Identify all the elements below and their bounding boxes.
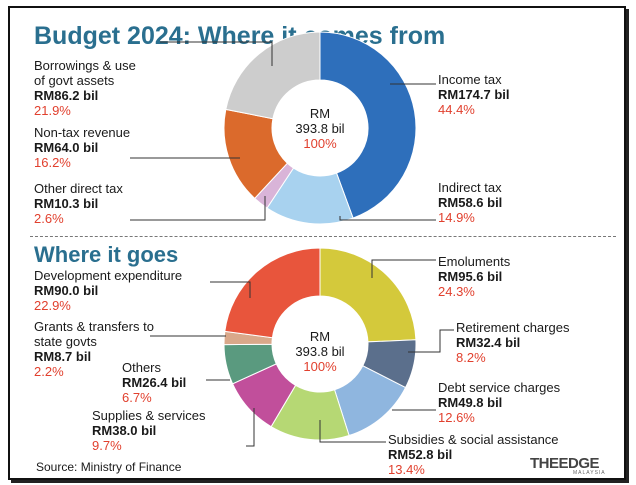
leader-line-development-expenditure <box>210 281 251 298</box>
label-debt-service-charges: Debt service charges RM49.8 bil 12.6% <box>438 380 561 425</box>
slice-borrowings <box>225 31 321 120</box>
label-retirement-charges: Retirement charges RM32.4 bil 8.2% <box>456 320 570 365</box>
source-note: Source: Ministry of Finance <box>36 460 182 474</box>
label-other-direct-tax: Other direct tax RM10.3 bil 2.6% <box>34 181 123 226</box>
slice-development-expenditure <box>224 247 321 339</box>
leader-line-emoluments <box>371 259 436 278</box>
slice-income-tax <box>319 31 417 219</box>
donut-charts-svg <box>130 31 454 447</box>
label-borrowings: Borrowings & use of govt assets RM86.2 b… <box>34 58 136 118</box>
infographic-frame: Budget 2024: Where it comes from Where i… <box>8 6 626 480</box>
label-subsidies: Subsidies & social assistance RM52.8 bil… <box>388 432 559 477</box>
chart-title-expenditure: Where it goes <box>34 242 179 267</box>
center-total-expenditure: RM 393.8 bil 100% <box>295 329 345 374</box>
center-total-income: RM 393.8 bil 100% <box>295 106 345 151</box>
label-development-expenditure: Development expenditure RM90.0 bil 22.9% <box>34 268 183 313</box>
the-edge-logo: THEEDGE <box>530 455 600 472</box>
leader-line-borrowings <box>160 41 273 66</box>
label-income-tax: Income tax RM174.7 bil 44.4% <box>438 72 510 117</box>
label-supplies-services: Supplies & services RM38.0 bil 9.7% <box>92 408 206 453</box>
label-others: Others RM26.4 bil 6.7% <box>122 360 187 405</box>
logo-subtext: MALAYSIA <box>573 470 606 476</box>
chart-title-income: Budget 2024: Where it comes from <box>34 22 446 50</box>
leader-line-retirement-charges <box>408 329 454 353</box>
leader-line-indirect-tax <box>339 216 436 221</box>
section-divider <box>30 236 616 237</box>
slice-emoluments <box>319 247 417 343</box>
label-non-tax-revenue: Non-tax revenue RM64.0 bil 16.2% <box>34 125 131 170</box>
leader-line-supplies-services <box>246 408 255 447</box>
label-indirect-tax: Indirect tax RM58.6 bil 14.9% <box>438 180 503 225</box>
label-grants-transfers: Grants & transfers to state govts RM8.7 … <box>34 319 154 379</box>
leader-line-subsidies <box>319 420 386 443</box>
leader-line-other-direct-tax <box>130 196 266 221</box>
label-emoluments: Emoluments RM95.6 bil 24.3% <box>438 254 511 299</box>
